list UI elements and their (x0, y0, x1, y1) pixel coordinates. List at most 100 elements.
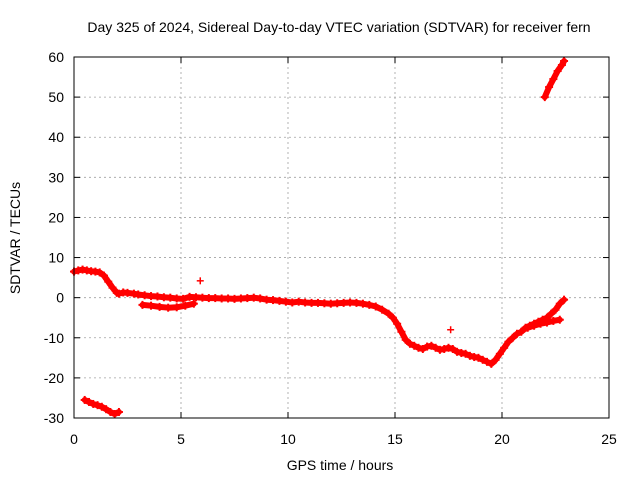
data-point (371, 302, 380, 311)
x-tick-label: 25 (601, 431, 617, 447)
y-tick-label: 50 (48, 89, 64, 105)
data-point (448, 345, 457, 354)
data-point (474, 353, 483, 362)
data-point (388, 313, 397, 322)
data-point (89, 399, 98, 408)
data-point (483, 357, 492, 366)
series-late-high-segment (540, 57, 569, 102)
data-point (147, 301, 156, 310)
y-tick-label: -20 (44, 370, 64, 386)
data-point (555, 315, 564, 324)
y-tick-label: 10 (48, 250, 64, 266)
plot-frame (73, 56, 610, 419)
data-point (108, 283, 117, 292)
data-point (93, 401, 102, 410)
data-point (440, 345, 449, 354)
y-tick-label: 40 (48, 129, 64, 145)
x-tick-label: 15 (387, 431, 403, 447)
y-tick-label: -10 (44, 330, 64, 346)
data-point (549, 75, 558, 84)
data-point (179, 294, 188, 303)
data-point (545, 83, 554, 92)
data-point (95, 268, 104, 277)
series-outliers (196, 277, 455, 334)
data-point (414, 343, 423, 352)
data-point (384, 309, 393, 318)
data-point (418, 345, 427, 354)
data-point (104, 277, 113, 286)
y-tick-label: 60 (48, 49, 64, 65)
data-point (410, 341, 419, 350)
x-tick-label: 0 (70, 431, 78, 447)
data-point (553, 67, 562, 76)
data-point (393, 319, 402, 328)
series-lower-band (138, 299, 198, 312)
data-point (447, 326, 455, 334)
y-tick-label: 30 (48, 169, 64, 185)
data-point (397, 327, 406, 336)
data-point (461, 349, 470, 358)
axis-ticks: 0 5 10 15 20 25 -30 -20 -10 0 10 20 30 40 50 60 (44, 49, 617, 447)
data-point (504, 337, 513, 346)
data-point (549, 316, 558, 325)
data-point (401, 335, 410, 344)
data-points (70, 57, 569, 418)
data-point (405, 339, 414, 348)
series-late-segment (523, 315, 564, 332)
data-point (114, 289, 123, 298)
data-point (365, 300, 374, 309)
x-axis-label: GPS time / hours (287, 457, 394, 473)
data-point (358, 299, 367, 308)
data-point (97, 402, 106, 411)
data-point (560, 295, 569, 304)
data-point (465, 351, 474, 360)
data-point (453, 347, 462, 356)
series-early-low-segment (80, 395, 123, 418)
data-point (378, 305, 387, 314)
x-tick-label: 10 (280, 431, 296, 447)
data-point (189, 299, 198, 308)
x-tick-label: 20 (494, 431, 510, 447)
data-point (478, 355, 487, 364)
data-point (491, 355, 500, 364)
data-point (540, 93, 549, 102)
data-point (256, 294, 265, 303)
data-point (508, 333, 517, 342)
data-point (164, 303, 173, 312)
data-point (557, 61, 566, 70)
data-point (172, 303, 181, 312)
data-point (444, 343, 453, 352)
data-point (181, 301, 190, 310)
data-point (431, 343, 440, 352)
data-point (427, 341, 436, 350)
data-point (487, 359, 496, 368)
data-point (512, 329, 521, 338)
data-point (114, 407, 123, 416)
series-trace (71, 266, 568, 367)
data-point (155, 302, 164, 311)
data-point (547, 309, 556, 318)
y-tick-label: 0 (56, 290, 64, 306)
data-point (542, 318, 551, 327)
data-point (500, 343, 509, 352)
chart-title: Day 325 of 2024, Sidereal Day-to-day VTE… (87, 19, 590, 35)
grid (74, 57, 609, 418)
y-axis-label: SDTVAR / TECUs (7, 182, 23, 294)
data-point (495, 349, 504, 358)
x-tick-label: 5 (177, 431, 185, 447)
data-point (551, 305, 560, 314)
data-point (196, 277, 204, 285)
data-point (99, 271, 108, 280)
data-point (110, 409, 119, 418)
data-point (555, 299, 564, 308)
series-main-track (70, 265, 569, 368)
data-point (536, 319, 545, 328)
data-point (523, 323, 532, 332)
data-point (138, 300, 147, 309)
data-point (84, 397, 93, 406)
data-point (80, 395, 89, 404)
data-point (102, 405, 111, 414)
data-point (530, 321, 539, 330)
y-tick-label: -30 (44, 410, 64, 426)
